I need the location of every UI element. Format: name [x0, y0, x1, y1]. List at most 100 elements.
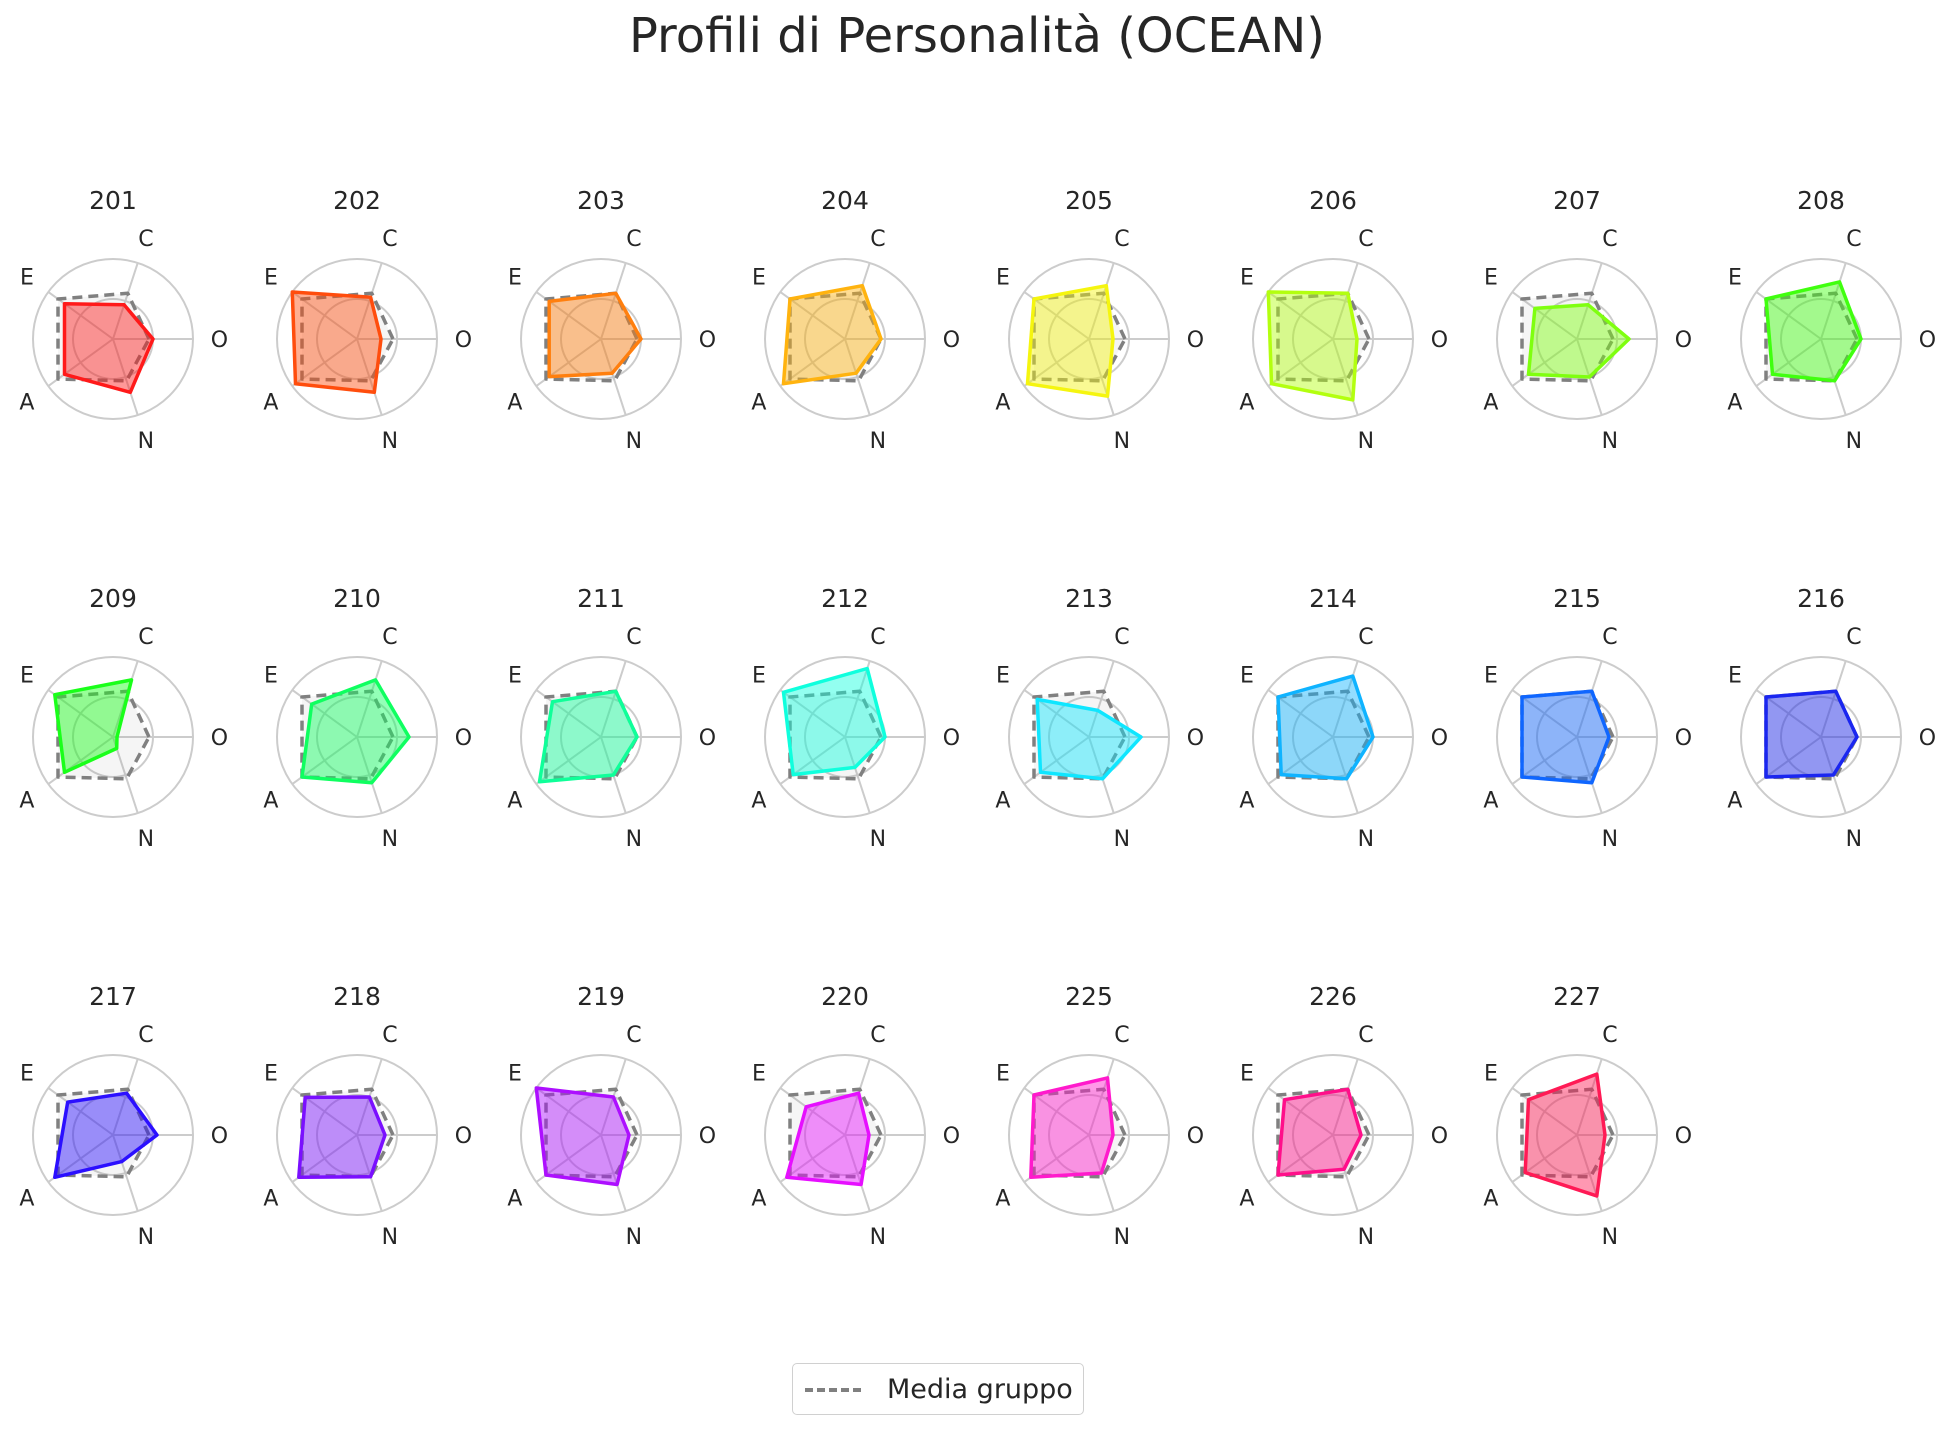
subplot-title: 215 — [1553, 584, 1601, 613]
profile-polygon-201 — [62, 301, 155, 395]
profile-polygon-204 — [781, 283, 883, 386]
axis-label-O: O — [1431, 1124, 1448, 1149]
axis-label-O: O — [455, 726, 472, 751]
axis-label-O: O — [943, 726, 960, 751]
profile-polygon-218 — [297, 1095, 387, 1180]
radar-subplot-215: O C E A N 215 — [1483, 584, 1692, 852]
axis-label-C: C — [1846, 227, 1861, 252]
grid-spoke — [1088, 1058, 1115, 1136]
radar-subplot-225: O C E A N 225 — [995, 982, 1204, 1250]
group-mean-polygon — [788, 291, 883, 383]
radar-subplot-207: O C E A N 207 — [1483, 186, 1692, 454]
axis-label-N: N — [1358, 827, 1374, 852]
subplot-title: 209 — [89, 584, 137, 613]
profile-polygon-209 — [53, 678, 134, 775]
radar-subplot-217: O C E A N 217 — [19, 982, 228, 1250]
axis-label-E: E — [20, 1062, 34, 1087]
axis-label-A: A — [1239, 789, 1254, 814]
grid-spoke — [356, 262, 383, 340]
subplot-title: 203 — [577, 186, 625, 215]
axis-label-E: E — [752, 266, 766, 291]
axis-label-N: N — [870, 429, 886, 454]
axis-label-O: O — [943, 328, 960, 353]
grid-spoke — [1088, 262, 1115, 340]
axis-label-N: N — [870, 1225, 886, 1250]
axis-label-N: N — [382, 1225, 398, 1250]
axis-label-A: A — [507, 1187, 522, 1212]
profile-polygon-217 — [53, 1091, 159, 1180]
axis-label-O: O — [455, 328, 472, 353]
grid-spoke — [1576, 262, 1603, 340]
profile-polygon-213 — [1035, 697, 1143, 781]
legend-label: Media gruppo — [887, 1374, 1073, 1405]
group-mean-polygon — [300, 689, 395, 781]
axis-label-A: A — [507, 789, 522, 814]
axis-label-A: A — [263, 1187, 278, 1212]
axis-label-A: A — [19, 1187, 34, 1212]
radar-subplot-213: O C E A N 213 — [995, 584, 1204, 852]
axis-label-E: E — [996, 1062, 1010, 1087]
axis-label-C: C — [870, 1023, 885, 1048]
axis-label-O: O — [699, 328, 716, 353]
profile-polygon-206 — [1266, 290, 1359, 402]
axis-label-E: E — [752, 1062, 766, 1087]
axis-label-E: E — [1728, 664, 1742, 689]
grid-spoke — [1576, 1134, 1603, 1212]
grid-spoke — [1820, 262, 1847, 340]
grid-spoke — [356, 660, 383, 738]
subplot-title: 205 — [1065, 186, 1113, 215]
legend: Media gruppo — [792, 1363, 1084, 1415]
profile-polygon-215 — [1520, 689, 1611, 785]
grid-spoke — [1332, 660, 1359, 738]
axis-label-C: C — [626, 1023, 641, 1048]
radar-subplot-226: O C E A N 226 — [1239, 982, 1448, 1250]
grid-spoke — [1332, 736, 1359, 814]
radar-subplot-210: O C E A N 210 — [263, 584, 472, 852]
axis-label-A: A — [1483, 789, 1498, 814]
axis-label-E: E — [508, 266, 522, 291]
subplot-title: 211 — [577, 584, 625, 613]
axis-label-A: A — [1727, 789, 1742, 814]
subplot-title: 208 — [1797, 186, 1845, 215]
axis-label-E: E — [1484, 266, 1498, 291]
subplot-title: 204 — [821, 186, 869, 215]
radar-subplot-209: O C E A N 209 — [19, 584, 228, 852]
profile-polygon-211 — [537, 689, 639, 784]
grid-spoke — [1088, 660, 1115, 738]
profile-polygon-202 — [290, 290, 383, 395]
grid-spoke — [600, 1134, 627, 1212]
axis-label-E: E — [1484, 1062, 1498, 1087]
radar-subplot-202: O C E A N 202 — [263, 186, 472, 454]
axis-label-C: C — [138, 625, 153, 650]
grid-spoke — [112, 1058, 139, 1136]
subplot-title: 214 — [1309, 584, 1357, 613]
axis-label-N: N — [1602, 1225, 1618, 1250]
grid-spoke — [600, 660, 627, 738]
axis-label-O: O — [1431, 328, 1448, 353]
axis-label-C: C — [1358, 227, 1373, 252]
radar-subplot-203: O C E A N 203 — [507, 186, 716, 454]
group-mean-polygon — [1520, 1087, 1615, 1179]
radar-subplot-227: O C E A N 227 — [1483, 982, 1692, 1250]
subplot-title: 210 — [333, 584, 381, 613]
axis-label-N: N — [1114, 1225, 1130, 1250]
grid-spoke — [1820, 338, 1847, 416]
grid-spoke — [844, 262, 871, 340]
group-mean-polygon — [1276, 291, 1371, 383]
axis-label-O: O — [699, 1124, 716, 1149]
axis-label-N: N — [1114, 827, 1130, 852]
subplot-title: 216 — [1797, 584, 1845, 613]
subplot-title: 220 — [821, 982, 869, 1011]
grid-spoke — [1332, 1058, 1359, 1136]
axis-label-A: A — [995, 789, 1010, 814]
axis-label-E: E — [264, 1062, 278, 1087]
grid-spoke — [1332, 262, 1359, 340]
radar-subplot-212: O C E A N 212 — [751, 584, 960, 852]
axis-label-A: A — [19, 391, 34, 416]
axis-label-N: N — [870, 827, 886, 852]
axis-label-C: C — [626, 625, 641, 650]
subplot-title: 207 — [1553, 186, 1601, 215]
grid-spoke — [1088, 338, 1115, 416]
axis-label-O: O — [943, 1124, 960, 1149]
subplot-title: 217 — [89, 982, 137, 1011]
